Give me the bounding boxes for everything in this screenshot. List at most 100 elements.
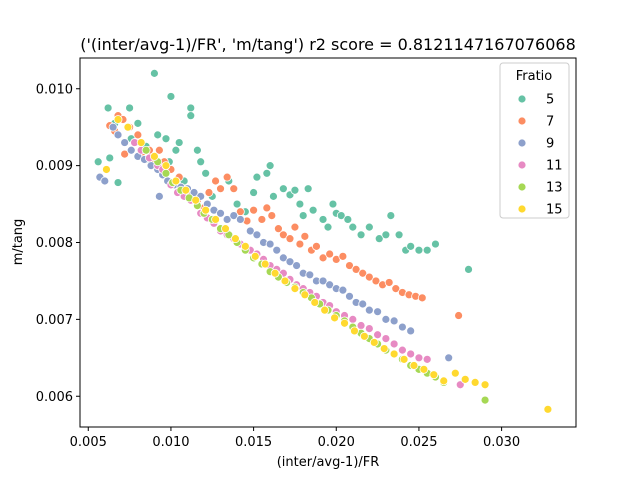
data-point-fratio-7 (211, 176, 220, 186)
data-point-fratio-7 (216, 184, 225, 194)
data-point-fratio-7 (229, 184, 239, 194)
data-point-fratio-7 (318, 253, 328, 263)
data-point-fratio-9 (154, 191, 164, 201)
data-point-fratio-13 (161, 168, 171, 178)
data-point-fratio-15 (123, 122, 133, 132)
data-point-fratio-7 (391, 284, 401, 294)
data-point-fratio-7 (295, 239, 305, 249)
data-point-fratio-5 (93, 157, 103, 167)
data-point-fratio-9 (100, 176, 110, 186)
x-tick-label: 0.010 (152, 435, 189, 450)
plot-area (93, 68, 553, 414)
data-point-fratio-7 (364, 272, 374, 282)
data-point-fratio-5 (153, 130, 163, 140)
data-point-fratio-15 (231, 234, 240, 244)
data-point-fratio-5 (431, 239, 440, 249)
legend-title: Fratio (516, 69, 553, 84)
data-point-fratio-5 (422, 245, 432, 255)
data-point-fratio-9 (216, 208, 225, 218)
data-point-fratio-5 (171, 145, 181, 155)
data-point-fratio-7 (384, 278, 394, 287)
data-point-fratio-9 (245, 226, 255, 236)
data-point-fratio-5 (290, 185, 300, 195)
data-point-fratio-5 (343, 215, 353, 224)
data-point-fratio-5 (192, 145, 202, 155)
data-point-fratio-15 (221, 224, 230, 234)
legend-marker-9 (517, 138, 527, 148)
legend-marker-5 (517, 94, 527, 104)
data-point-fratio-9 (222, 215, 232, 224)
data-point-fratio-7 (290, 222, 300, 232)
data-point-fratio-7 (120, 149, 130, 159)
y-tick-label: 0.006 (36, 390, 73, 405)
data-point-fratio-5 (161, 134, 171, 144)
y-axis: 0.006 0.007 0.008 0.009 0.010 (36, 82, 80, 405)
x-tick-label: 0.005 (70, 435, 107, 450)
data-point-fratio-15 (399, 354, 409, 364)
data-point-fratio-5 (298, 211, 308, 220)
data-point-fratio-5 (356, 230, 366, 240)
data-point-fratio-15 (290, 284, 300, 294)
data-point-fratio-5 (262, 168, 272, 178)
data-point-fratio-15 (340, 318, 349, 328)
legend-label-11: 11 (546, 159, 563, 174)
data-point-fratio-9 (120, 138, 130, 147)
legend-label-7: 7 (546, 115, 554, 130)
data-point-fratio-15 (161, 161, 171, 171)
y-tick-label: 0.009 (36, 159, 73, 174)
data-point-fratio-5 (252, 172, 262, 182)
y-tick-label: 0.007 (36, 313, 73, 328)
data-point-fratio-9 (373, 307, 383, 317)
data-point-fratio-15 (379, 344, 389, 353)
data-point-fratio-5 (103, 103, 113, 113)
data-point-fratio-15 (201, 205, 211, 215)
data-point-fratio-9 (305, 270, 315, 280)
data-point-fratio-7 (325, 249, 335, 259)
data-point-fratio-15 (280, 276, 290, 286)
data-point-fratio-9 (364, 305, 374, 315)
data-point-fratio-7 (278, 230, 288, 240)
data-point-fratio-5 (113, 178, 123, 187)
data-point-fratio-15 (191, 195, 201, 205)
legend-label-5: 5 (546, 93, 554, 108)
data-point-fratio-11 (364, 324, 374, 334)
legend-box (499, 62, 570, 219)
y-tick-label: 0.010 (36, 82, 73, 97)
data-point-fratio-5 (328, 199, 338, 209)
data-point-fratio-15 (330, 313, 340, 323)
data-point-fratio-15 (409, 361, 419, 370)
chart-title: ('(inter/avg-1)/FR', 'm/tang') r2 score … (80, 35, 576, 54)
data-point-fratio-7 (345, 261, 354, 270)
data-point-fratio-15 (429, 370, 439, 380)
data-point-fratio-15 (439, 376, 449, 386)
data-point-fratio-11 (356, 321, 366, 330)
data-point-fratio-5 (186, 103, 196, 113)
data-point-fratio-11 (414, 353, 424, 363)
data-point-fratio-15 (419, 364, 429, 374)
data-point-fratio-9 (272, 245, 282, 255)
data-point-fratio-7 (351, 265, 361, 274)
x-tick-label: 0.020 (318, 435, 355, 450)
data-point-fratio-11 (455, 380, 465, 390)
data-point-fratio-7 (300, 231, 310, 241)
data-point-fratio-7 (285, 234, 295, 244)
data-point-fratio-5 (323, 222, 333, 232)
data-point-fratio-15 (369, 338, 379, 347)
data-point-fratio-15 (320, 305, 330, 315)
data-point-fratio-7 (154, 145, 164, 155)
data-point-fratio-9 (113, 130, 123, 140)
data-point-fratio-15 (460, 374, 470, 384)
data-point-fratio-9 (265, 239, 275, 249)
data-point-fratio-5 (303, 184, 313, 194)
data-point-fratio-9 (358, 299, 368, 309)
data-point-fratio-7 (262, 203, 272, 213)
data-point-fratio-5 (269, 191, 278, 201)
data-point-fratio-15 (270, 268, 280, 278)
data-point-fratio-7 (204, 188, 214, 197)
x-tick-label: 0.015 (235, 435, 272, 450)
y-tick-label: 0.008 (36, 236, 73, 251)
data-point-fratio-5 (381, 230, 391, 240)
data-point-fratio-9 (252, 230, 262, 240)
data-point-fratio-9 (229, 211, 239, 220)
data-point-fratio-5 (249, 188, 259, 197)
